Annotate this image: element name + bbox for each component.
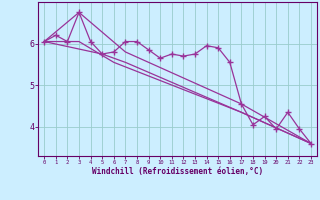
X-axis label: Windchill (Refroidissement éolien,°C): Windchill (Refroidissement éolien,°C) <box>92 167 263 176</box>
